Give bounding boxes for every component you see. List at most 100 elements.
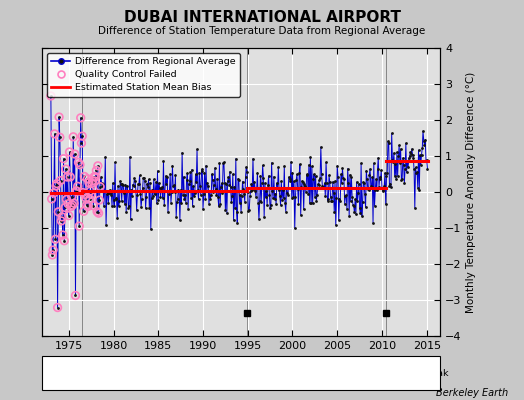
Point bbox=[337, 171, 345, 178]
Point bbox=[193, 146, 201, 152]
Point bbox=[417, 152, 425, 158]
Point bbox=[73, 188, 81, 194]
Point bbox=[84, 203, 92, 210]
Point bbox=[223, 178, 232, 184]
Point bbox=[56, 134, 64, 140]
Point bbox=[64, 212, 73, 219]
Point bbox=[222, 180, 231, 187]
Point bbox=[64, 212, 73, 219]
Point bbox=[53, 304, 62, 311]
Point bbox=[231, 205, 239, 212]
Point bbox=[202, 162, 210, 169]
Point bbox=[196, 192, 205, 198]
Point bbox=[407, 150, 415, 157]
Text: Empirical Break: Empirical Break bbox=[374, 368, 448, 378]
Point bbox=[350, 209, 358, 215]
Point bbox=[309, 200, 317, 206]
Point bbox=[79, 189, 87, 196]
Point bbox=[269, 195, 277, 202]
Point bbox=[179, 174, 188, 180]
Point bbox=[258, 180, 266, 186]
Point bbox=[191, 171, 200, 177]
Point bbox=[85, 180, 93, 186]
Point bbox=[367, 183, 375, 189]
Point bbox=[80, 208, 88, 214]
Point bbox=[286, 176, 294, 182]
Point bbox=[198, 166, 206, 172]
Point bbox=[216, 201, 224, 208]
Point bbox=[240, 191, 248, 197]
Point bbox=[219, 160, 227, 166]
Point bbox=[75, 223, 83, 229]
Point bbox=[150, 191, 159, 198]
Point bbox=[371, 187, 379, 194]
Point bbox=[280, 163, 289, 170]
Point bbox=[358, 198, 367, 205]
Point bbox=[48, 196, 56, 202]
Point bbox=[364, 186, 372, 192]
Point bbox=[165, 188, 173, 194]
Point bbox=[156, 185, 164, 192]
Point bbox=[135, 172, 144, 179]
Point bbox=[391, 161, 400, 167]
Point bbox=[134, 181, 143, 187]
Point bbox=[332, 222, 340, 228]
Point bbox=[420, 138, 428, 144]
Point bbox=[54, 209, 62, 215]
Point bbox=[402, 140, 410, 146]
Point bbox=[85, 196, 94, 202]
Point bbox=[277, 178, 286, 184]
Point bbox=[62, 166, 70, 172]
Point bbox=[343, 206, 351, 212]
Point bbox=[399, 155, 407, 161]
Text: Record Gap: Record Gap bbox=[159, 368, 214, 378]
Y-axis label: Monthly Temperature Anomaly Difference (°C): Monthly Temperature Anomaly Difference (… bbox=[466, 71, 476, 313]
Point bbox=[256, 172, 265, 179]
Point bbox=[94, 163, 102, 169]
Point bbox=[57, 177, 65, 184]
Point bbox=[180, 196, 189, 202]
Point bbox=[394, 153, 402, 159]
Point bbox=[230, 183, 238, 190]
Point bbox=[78, 133, 86, 139]
Point bbox=[381, 201, 390, 207]
Point bbox=[203, 180, 212, 186]
Point bbox=[402, 169, 411, 175]
Point bbox=[64, 200, 72, 207]
Point bbox=[341, 200, 349, 207]
Point bbox=[69, 134, 78, 140]
Point bbox=[159, 158, 168, 164]
Point bbox=[272, 180, 281, 186]
Point bbox=[340, 176, 348, 182]
Point bbox=[133, 192, 141, 198]
Point bbox=[137, 204, 145, 211]
Point bbox=[70, 200, 78, 206]
Point bbox=[101, 188, 109, 194]
Point bbox=[186, 169, 194, 176]
Point bbox=[77, 115, 85, 121]
Point bbox=[234, 176, 242, 182]
Point bbox=[225, 182, 233, 188]
Point bbox=[292, 177, 300, 183]
Point bbox=[281, 200, 289, 207]
Point bbox=[249, 156, 257, 162]
Point bbox=[299, 179, 307, 186]
Point bbox=[152, 179, 160, 185]
Point bbox=[99, 180, 107, 187]
Point bbox=[66, 174, 74, 180]
Point bbox=[405, 155, 413, 162]
Point bbox=[410, 166, 418, 172]
Point bbox=[368, 174, 376, 181]
Point bbox=[97, 180, 106, 186]
Point bbox=[378, 184, 386, 191]
Point bbox=[57, 177, 65, 184]
Point bbox=[208, 171, 216, 177]
Point bbox=[400, 180, 409, 186]
Point bbox=[112, 195, 121, 201]
Point bbox=[89, 178, 97, 184]
Point bbox=[203, 188, 211, 194]
Point bbox=[164, 209, 172, 216]
Point bbox=[385, 139, 393, 146]
Point bbox=[148, 187, 157, 194]
Point bbox=[74, 159, 83, 166]
